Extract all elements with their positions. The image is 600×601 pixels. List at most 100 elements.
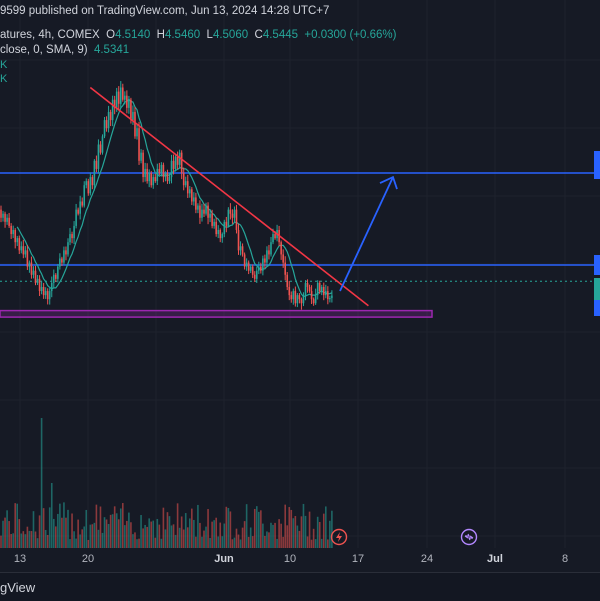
volume-bar xyxy=(71,513,73,548)
candle-body xyxy=(268,250,270,255)
volume-bar xyxy=(48,507,51,548)
candle-body xyxy=(245,262,248,267)
candle-body xyxy=(170,160,173,178)
split-event-icon[interactable] xyxy=(460,528,478,546)
volume-bar xyxy=(162,507,165,548)
change-value: +0.0300 (+0.66%) xyxy=(304,29,397,41)
volume-bar xyxy=(264,535,266,548)
volume-bar xyxy=(243,521,246,548)
volume-bar xyxy=(113,506,116,548)
candle-body xyxy=(34,270,37,283)
level-price-tag-lower xyxy=(594,255,600,275)
volume-bar xyxy=(199,522,201,548)
candle-body xyxy=(262,258,264,271)
candle-body xyxy=(28,262,31,267)
volume-bar xyxy=(290,509,293,548)
volume-bar xyxy=(316,516,319,548)
volume-bar xyxy=(8,521,10,548)
volume-bar xyxy=(6,510,8,548)
candle-body xyxy=(105,120,108,129)
volume-bar xyxy=(89,524,92,548)
candle-body xyxy=(158,168,161,173)
candle-body xyxy=(168,177,171,182)
volume-bar xyxy=(237,534,240,548)
open-value: 4.5140 xyxy=(115,29,151,41)
candle-body xyxy=(322,286,325,296)
volume-bar xyxy=(286,525,289,548)
volume-bar xyxy=(215,517,217,548)
volume-bar xyxy=(50,483,53,548)
volume-bar xyxy=(160,538,163,548)
event-icons[interactable] xyxy=(330,528,478,546)
candle-body xyxy=(211,213,213,226)
candle-body xyxy=(85,181,88,186)
volume-bar xyxy=(138,538,140,548)
symbol-ohlc-row: atures, 4h, COMEX O4.5140 H4.5460 L4.506… xyxy=(0,29,397,41)
candle-body xyxy=(77,209,79,214)
volume-bar xyxy=(18,519,21,548)
volume-bar xyxy=(134,532,136,548)
candle-body xyxy=(327,291,329,300)
indicator-legend[interactable]: close, 0, SMA, 9) 4.5341 xyxy=(0,44,129,56)
volume-bar xyxy=(63,502,65,548)
volume-bar xyxy=(255,506,258,548)
support-zone[interactable] xyxy=(0,309,433,318)
volume-bar xyxy=(126,520,128,548)
volume-bar xyxy=(38,515,41,548)
candle-body xyxy=(71,234,73,239)
lightning-dividend-icon[interactable] xyxy=(330,528,348,546)
candle-body xyxy=(61,258,63,263)
volume-bar xyxy=(245,504,248,548)
volume-bar xyxy=(77,519,79,548)
volume-bar xyxy=(174,534,177,548)
candle-body xyxy=(6,217,8,222)
volume-bar xyxy=(85,509,88,548)
candle-body xyxy=(320,286,323,292)
candle-body xyxy=(188,189,191,194)
candle-body xyxy=(284,262,286,275)
candle-body xyxy=(205,205,207,214)
volume-bar xyxy=(156,518,159,548)
candle-body xyxy=(225,221,228,226)
high-value: 4.5460 xyxy=(164,29,201,41)
volume-bar xyxy=(260,510,262,548)
candle-body xyxy=(266,250,268,263)
volume-bar xyxy=(20,533,23,548)
volume-bar xyxy=(83,526,86,548)
volume-bar xyxy=(22,531,25,548)
candle-body xyxy=(249,266,252,271)
projection-arrow-shaft xyxy=(339,176,394,292)
trendline[interactable] xyxy=(89,86,369,307)
candle-body xyxy=(325,291,327,296)
volume-bar xyxy=(298,530,301,548)
volume-bar xyxy=(46,534,49,548)
volume-bar xyxy=(111,514,114,548)
candle-body xyxy=(203,209,205,214)
volume-bar xyxy=(308,511,311,548)
candle-body xyxy=(69,234,71,243)
candle-body xyxy=(195,197,197,210)
volume-bar xyxy=(249,527,252,548)
candle-body xyxy=(312,299,315,304)
candle-body xyxy=(146,168,148,182)
volume-bar xyxy=(203,530,205,548)
candlesticks xyxy=(0,81,333,310)
time-label-13: 13 xyxy=(13,553,27,565)
candle-body xyxy=(20,246,23,251)
candle-body xyxy=(241,246,244,255)
volume-bar xyxy=(152,520,155,548)
candle-body xyxy=(290,295,293,300)
candle-body xyxy=(107,111,110,129)
candle-body xyxy=(172,160,175,169)
volume-bar xyxy=(101,532,104,548)
volume-bar xyxy=(69,539,71,548)
candle-body xyxy=(0,209,2,218)
projection-arrow[interactable] xyxy=(339,175,398,292)
volume-bar xyxy=(132,534,134,548)
candle-body xyxy=(52,274,55,283)
volume-bar xyxy=(73,531,75,548)
candle-body xyxy=(184,181,187,186)
volume-bar xyxy=(24,534,27,548)
